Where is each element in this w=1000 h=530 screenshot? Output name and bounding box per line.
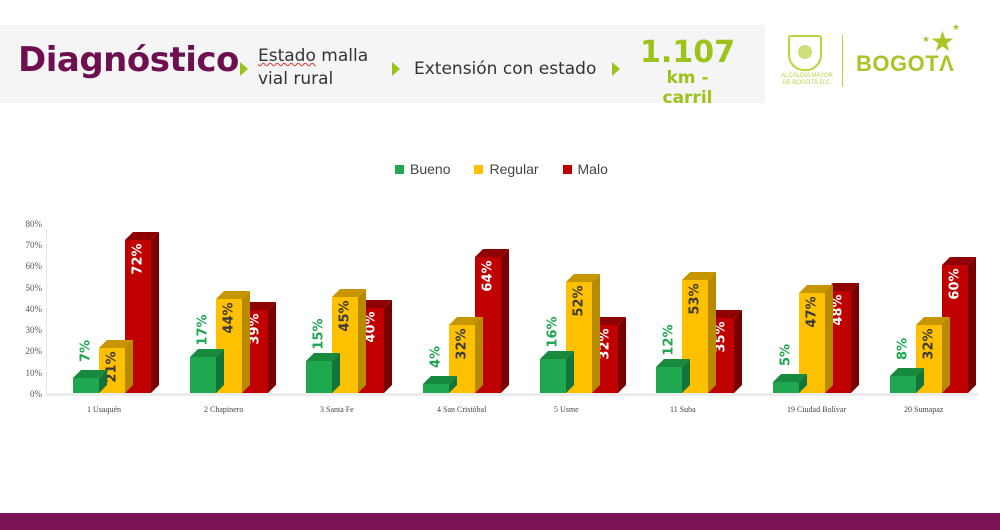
y-tick-label: 70% xyxy=(25,239,43,250)
y-tick-label: 60% xyxy=(25,261,43,272)
data-label: 45% xyxy=(337,300,353,332)
x-tick-label: 4 San Cristóbal xyxy=(437,405,487,414)
extension-number: 1.107 xyxy=(640,35,735,70)
data-label: 17% xyxy=(195,314,211,346)
data-label: 8% xyxy=(895,337,911,360)
data-label: 5% xyxy=(778,344,794,367)
subtitle-estado: Estado malla vial rural xyxy=(258,45,368,91)
data-label: 44% xyxy=(221,302,237,334)
x-tick-label: 19 Ciudad Bolívar xyxy=(787,405,847,414)
x-tick-label: 1 Usaquén xyxy=(87,405,121,414)
bar-bueno: 8% xyxy=(890,338,924,393)
subtitle-line2: vial rural xyxy=(258,69,334,89)
bar-bueno: 16% xyxy=(540,316,574,393)
star-icon: ★ xyxy=(922,35,931,45)
data-label: 15% xyxy=(311,318,327,350)
legend-label: Bueno xyxy=(410,161,451,177)
legend-label: Malo xyxy=(577,161,608,177)
legend-item-bueno: Bueno xyxy=(395,161,450,177)
x-tick-label: 11 Suba xyxy=(670,405,696,414)
subtitle-word: Estado xyxy=(258,46,316,66)
legend-item-regular: Regular xyxy=(474,161,539,177)
data-label: 16% xyxy=(545,316,561,348)
subtitle-extension: Extensión con estado xyxy=(414,59,597,79)
y-tick-label: 50% xyxy=(25,282,43,293)
bar-bueno: 5% xyxy=(773,344,807,393)
page-title: Diagnóstico xyxy=(18,40,239,80)
data-label: 32% xyxy=(454,328,470,360)
bar-bueno: 12% xyxy=(656,325,690,393)
chart-legend: Bueno Regular Malo xyxy=(395,161,608,177)
data-label: 53% xyxy=(687,283,703,315)
data-label: 32% xyxy=(921,328,937,360)
data-label: 64% xyxy=(480,260,496,292)
bogota-logo: BOGOTΛ xyxy=(856,51,955,76)
x-tick-label: 5 Usme xyxy=(554,405,579,414)
y-axis-line xyxy=(46,229,47,395)
extension-unit: km - carril xyxy=(662,68,713,108)
arrow-right-icon xyxy=(240,62,248,76)
alcaldia-line2: DE BOGOTÁ D.C. xyxy=(782,80,832,86)
y-tick-label: 10% xyxy=(25,367,43,378)
alcaldia-line1: ALCALDÍA MAYOR xyxy=(781,73,833,79)
logos: ALCALDÍA MAYOR DE BOGOTÁ D.C. BOGOTΛ ★ ★… xyxy=(770,23,1000,103)
data-label: 7% xyxy=(78,340,94,363)
y-tick-label: 40% xyxy=(25,303,43,314)
bar-bueno: 17% xyxy=(190,314,224,393)
bar-bueno: 4% xyxy=(423,346,457,393)
star-icon: ★ xyxy=(952,23,961,33)
star-icon: ★ xyxy=(930,25,956,58)
legend-label: Regular xyxy=(489,161,539,177)
bar-bueno: 7% xyxy=(73,340,107,393)
logo-divider xyxy=(842,35,843,87)
arrow-right-icon xyxy=(392,62,400,76)
crest-icon xyxy=(788,35,822,71)
footer-band xyxy=(0,513,1000,530)
data-label: 60% xyxy=(947,268,963,300)
chart-floor xyxy=(46,393,978,396)
data-label: 47% xyxy=(804,296,820,328)
data-label: 72% xyxy=(130,243,146,275)
data-label: 52% xyxy=(571,285,587,317)
header-band xyxy=(0,25,765,103)
x-tick-label: 3 Santa Fe xyxy=(320,405,354,414)
x-tick-label: 20 Sumapaz xyxy=(904,405,944,414)
extension-value: 1.107 km - carril xyxy=(640,35,735,109)
alcaldia-text: ALCALDÍA MAYOR DE BOGOTÁ D.C. xyxy=(772,73,842,87)
bar-bueno: 15% xyxy=(306,318,340,393)
y-tick-label: 30% xyxy=(25,325,43,336)
arrow-right-icon xyxy=(612,62,620,76)
y-tick-label: 0% xyxy=(30,389,42,399)
legend-swatch xyxy=(474,164,484,174)
y-tick-label: 80% xyxy=(25,218,43,229)
data-label: 12% xyxy=(661,324,677,356)
legend-item-malo: Malo xyxy=(562,161,608,177)
x-tick-label: 2 Chapinero xyxy=(204,405,244,414)
legend-swatch xyxy=(562,164,572,174)
subtitle-word: malla xyxy=(315,46,369,66)
data-label: 4% xyxy=(428,346,444,369)
y-tick-label: 20% xyxy=(25,346,43,357)
legend-swatch xyxy=(395,164,404,174)
